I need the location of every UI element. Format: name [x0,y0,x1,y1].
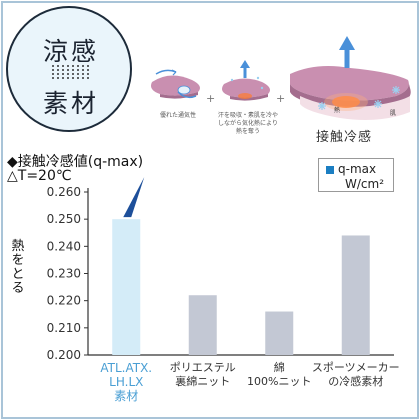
legend-swatch [326,166,334,174]
badge-line-1: 涼感 [42,37,99,66]
badge-line-2: 素材 [42,89,99,118]
y-tick-label: 0.250 [47,212,81,226]
x-tick-label-line: の冷感素材 [328,375,384,388]
bar [112,219,141,355]
plus-icon: + [206,92,216,105]
y-tick-label: 0.210 [47,321,81,335]
bar [188,295,217,355]
x-tick-label-line: 素材 [114,389,139,403]
chart-subtitle: △T=20℃ [7,168,72,184]
y-tick-label: 0.240 [47,239,81,253]
snowflake-icon [318,86,400,110]
x-tick-label: ATL.ATX. LH.LX 素材 [81,361,171,403]
y-tick-label: 0.230 [47,267,81,281]
x-tick-label-line: ATL.ATX. [100,361,153,375]
y-axis-label: 熱をとる [11,239,25,296]
contact-cooling-label: 接触冷感 [316,130,373,145]
x-tick-label-line: スポーツメーカー [311,361,400,374]
x-tick-label-line: 綿 [273,361,285,374]
legend-unit-label: W/cm² [345,177,385,191]
x-tick-label: スポーツメーカー の冷感素材 [311,361,401,389]
skin-label: 肌 [390,110,397,117]
x-tick-label-line: LH.LX [109,375,144,389]
airflow-icon [151,69,200,99]
bar [265,311,294,355]
chart-legend: q-max W/cm² [318,158,394,192]
step-caption-2: 汗を吸収・素肌を冷やしながら気化熱により熱を奪う [218,112,279,135]
cooling-illustration [151,36,411,120]
chart-title: ◆接触冷感値(q-max) [7,154,144,170]
step-caption-1: 優れた通気性 [159,112,196,119]
heat-label: 熱 [334,107,341,114]
y-tick-label: 0.260 [47,185,81,199]
plus-icon: + [276,92,286,105]
cool-material-badge: 涼感 素材 [6,6,132,132]
y-tick-label: 0.200 [47,348,81,362]
x-tick-label: ポリエステル 裏綿ニット [158,361,248,389]
x-tick-label: 綿 100%ニット [234,361,324,389]
x-tick-label-line: 100%ニット [247,375,312,388]
x-tick-label-line: 裏綿ニット [175,375,231,388]
x-tick-label-line: ポリエステル [169,361,236,374]
y-tick-label: 0.220 [47,294,81,308]
legend-series-label: q-max [338,162,377,176]
dot-pattern-icon [52,65,89,79]
sweat-evaporation-icon [222,60,270,101]
bar [341,235,370,355]
highlight-pointer-icon [123,177,145,218]
